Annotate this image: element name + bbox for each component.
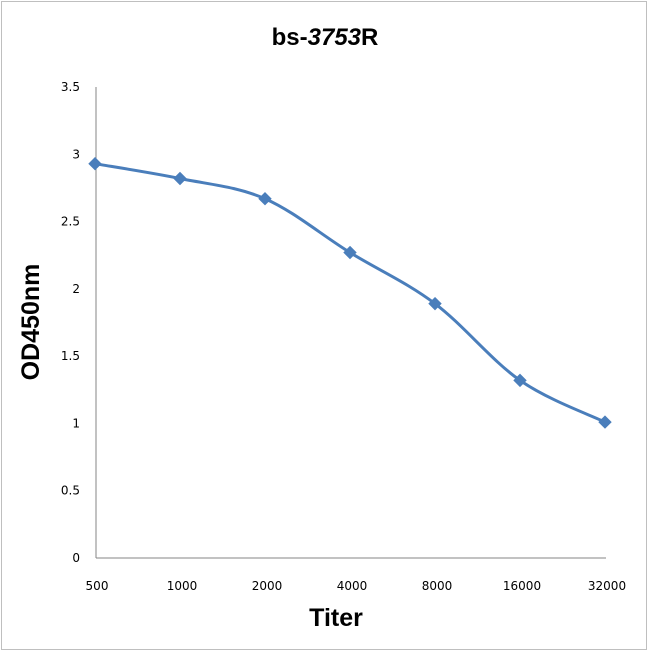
data-point-marker	[513, 373, 527, 388]
data-point-marker	[258, 191, 272, 206]
x-tick-label: 1000	[167, 579, 198, 593]
y-tick-label: 1.5	[61, 349, 80, 363]
x-tick-label: 16000	[503, 579, 541, 593]
y-tick-labels: 0 0.5 1 1.5 2 2.5 3 3.5	[61, 80, 80, 565]
data-point-marker	[173, 171, 187, 186]
x-tick-label: 2000	[252, 579, 283, 593]
chart-title: bs-3753R	[272, 24, 379, 51]
x-tick-labels: 500 1000 2000 4000 8000 16000 32000	[86, 579, 627, 593]
data-point-marker	[343, 245, 357, 260]
chart-title-prefix: bs-	[272, 24, 308, 51]
y-tick-label: 3.5	[61, 80, 80, 94]
chart-title-suffix: R	[361, 24, 378, 51]
x-tick-label: 8000	[422, 579, 453, 593]
x-tick-label: 4000	[337, 579, 368, 593]
x-tick-label: 500	[86, 579, 109, 593]
y-tick-label: 0.5	[61, 484, 80, 498]
data-point-marker	[428, 296, 442, 311]
x-tick-label: 32000	[588, 579, 626, 593]
chart-title-italic: 3753	[308, 24, 362, 51]
y-tick-label: 2.5	[61, 215, 80, 229]
series-line	[93, 162, 607, 424]
data-point-marker	[598, 415, 612, 429]
y-tick-label: 1	[72, 416, 80, 430]
data-point-marker	[88, 156, 102, 171]
y-tick-label: 2	[72, 282, 80, 296]
series-markers	[88, 156, 612, 429]
y-tick-label: 3	[72, 147, 80, 161]
y-axis-title: OD450nm	[17, 264, 45, 381]
x-axis-title: Titer	[309, 604, 363, 632]
y-tick-label: 0	[72, 551, 80, 565]
